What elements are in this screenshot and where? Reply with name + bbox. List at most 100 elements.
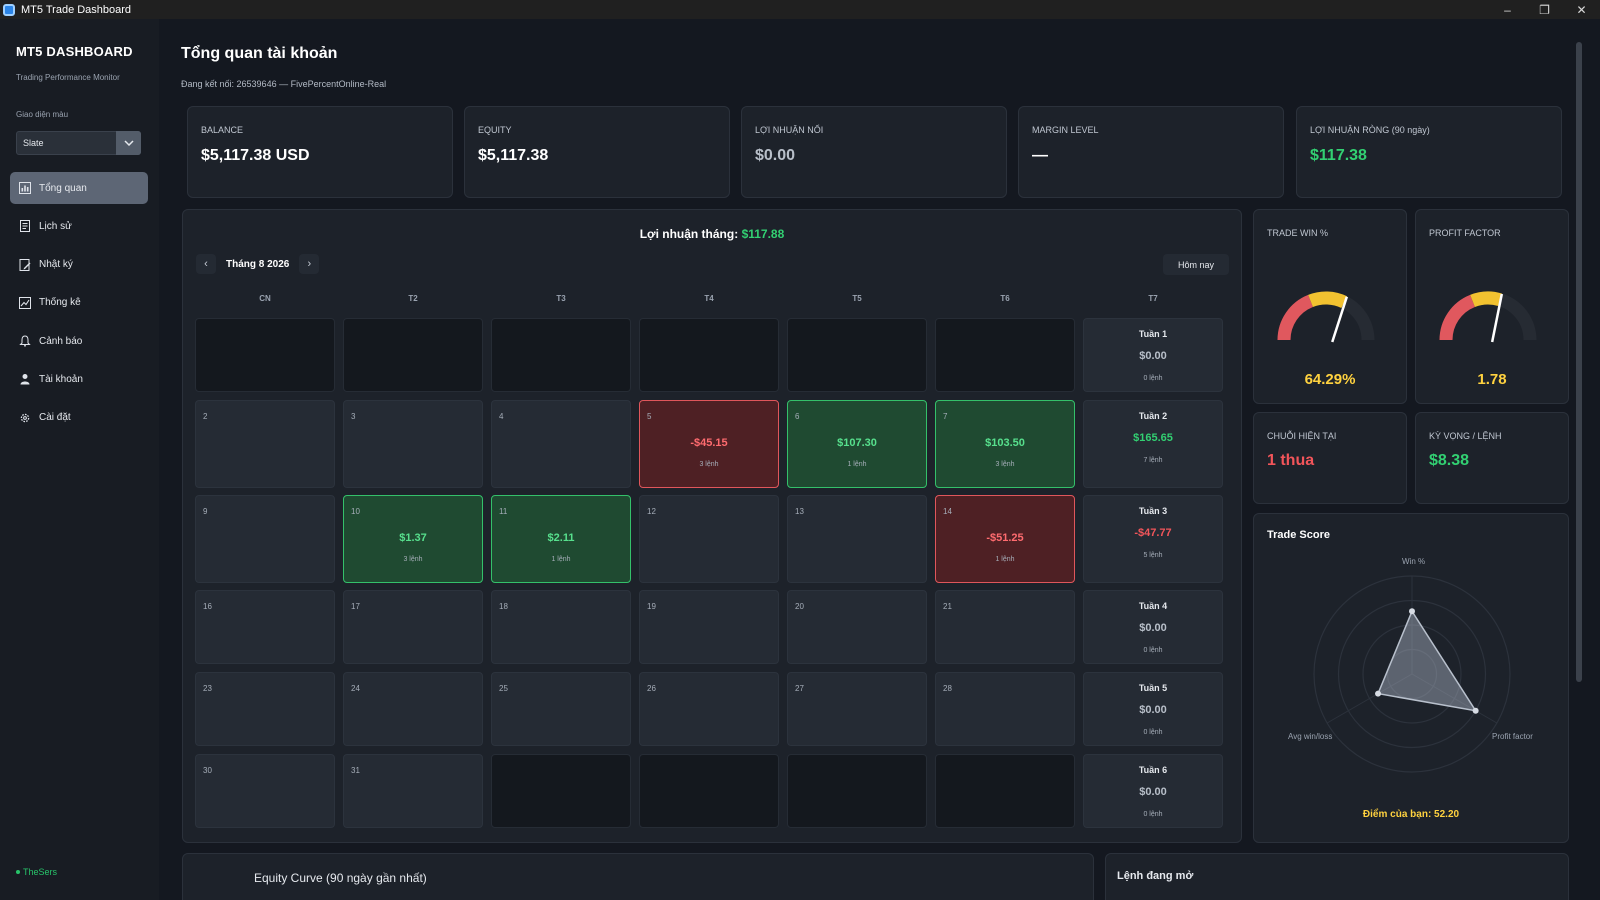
calendar-day-cell[interactable]: 17 bbox=[343, 590, 483, 664]
calendar-month-profit: $117.88 bbox=[741, 227, 785, 241]
sidebar-item-account[interactable]: Tài khoản bbox=[10, 363, 148, 395]
sidebar-nav: Tổng quan Lịch sử Nhật ký Thống kê Cảnh … bbox=[10, 172, 148, 440]
kpi-balance: BALANCE $5,117.38 USD bbox=[187, 106, 453, 198]
week-summary-cell[interactable]: Tuần 5 $0.00 0 lệnh bbox=[1083, 672, 1223, 746]
day-number: 2 bbox=[203, 412, 208, 421]
gauge-fill-high bbox=[1470, 291, 1502, 308]
minimize-button[interactable]: – bbox=[1504, 2, 1511, 17]
calendar-day-cell[interactable]: 6 $107.30 1 lệnh bbox=[787, 400, 927, 488]
connection-status: Đang kết nối: 26539646 — FivePercentOnli… bbox=[181, 79, 387, 89]
calendar-day-cell[interactable]: 16 bbox=[195, 590, 335, 664]
calendar-day-cell[interactable]: 19 bbox=[639, 590, 779, 664]
day-profit: -$51.25 bbox=[986, 532, 1024, 544]
sidebar-item-history[interactable]: Lịch sử bbox=[10, 210, 148, 242]
kpi-value: $117.38 bbox=[1310, 147, 1367, 164]
week-label: Tuần 1 bbox=[1138, 329, 1168, 339]
calendar-day-cell[interactable]: 27 bbox=[787, 672, 927, 746]
sidebar-item-settings[interactable]: Cài đặt bbox=[10, 402, 148, 434]
status-dot bbox=[16, 870, 20, 874]
calendar-day-cell[interactable]: 26 bbox=[639, 672, 779, 746]
calendar-day-cell[interactable]: 31 bbox=[343, 754, 483, 828]
sidebar-item-journal[interactable]: Nhật ký bbox=[10, 249, 148, 281]
week-summary-cell[interactable]: Tuần 4 $0.00 0 lệnh bbox=[1083, 590, 1223, 664]
calendar-day-cell[interactable]: 7 $103.50 3 lệnh bbox=[935, 400, 1075, 488]
chevron-down-icon[interactable] bbox=[116, 131, 141, 155]
day-trade-count: 1 lệnh bbox=[551, 556, 571, 563]
week-summary-cell[interactable]: Tuần 1 $0.00 0 lệnh bbox=[1083, 318, 1223, 392]
day-number: 27 bbox=[795, 684, 804, 693]
streak-value: 1 thua bbox=[1267, 452, 1315, 469]
calendar-day-cell[interactable]: 20 bbox=[787, 590, 927, 664]
calendar-day-cell[interactable]: 14 -$51.25 1 lệnh bbox=[935, 495, 1075, 583]
calendar-day-cell[interactable]: 25 bbox=[491, 672, 631, 746]
calendar-day-cell[interactable]: 10 $1.37 3 lệnh bbox=[343, 495, 483, 583]
calendar-day-cell[interactable]: 18 bbox=[491, 590, 631, 664]
win-rate-gauge bbox=[1277, 291, 1375, 343]
profit-factor-value: 1.78 bbox=[1477, 371, 1507, 388]
day-profit: -$45.15 bbox=[690, 437, 728, 449]
week-trade-count: 5 lệnh bbox=[1143, 552, 1163, 559]
profit-factor-gauge bbox=[1439, 291, 1537, 343]
day-trade-count: 3 lệnh bbox=[699, 461, 719, 468]
calendar-day-cell[interactable]: 12 bbox=[639, 495, 779, 583]
day-profit: $103.50 bbox=[985, 437, 1025, 449]
weekday-header: T4 bbox=[704, 294, 714, 303]
calendar-day-cell[interactable]: 21 bbox=[935, 590, 1075, 664]
day-number: 30 bbox=[203, 766, 212, 775]
calendar-empty-cell bbox=[343, 318, 483, 392]
sidebar-item-alerts[interactable]: Cảnh báo bbox=[10, 325, 148, 357]
calendar-day-cell[interactable]: 5 -$45.15 3 lệnh bbox=[639, 400, 779, 488]
sidebar-item-overview[interactable]: Tổng quan bbox=[10, 172, 148, 204]
calendar-day-cell[interactable]: 3 bbox=[343, 400, 483, 488]
day-number: 12 bbox=[647, 507, 656, 516]
stat-label: KỲ VỌNG / LỆNH bbox=[1429, 431, 1502, 441]
radar-axis-label: Win % bbox=[1402, 557, 1426, 566]
kpi-net-profit: LỢI NHUẬN RÒNG (90 ngày) $117.38 bbox=[1296, 106, 1562, 198]
prev-month-button[interactable]: ‹ bbox=[196, 254, 216, 274]
scrollbar[interactable] bbox=[1576, 42, 1582, 682]
week-profit: -$47.77 bbox=[1134, 527, 1172, 539]
sidebar: MT5 DASHBOARD Trading Performance Monito… bbox=[0, 19, 159, 900]
today-button[interactable]: Hôm nay bbox=[1163, 254, 1229, 275]
calendar-day-cell[interactable]: 30 bbox=[195, 754, 335, 828]
week-label: Tuần 5 bbox=[1138, 683, 1168, 693]
radar-axis bbox=[1326, 673, 1413, 724]
day-number: 17 bbox=[351, 602, 360, 611]
week-summary-cell[interactable]: Tuần 6 $0.00 0 lệnh bbox=[1083, 754, 1223, 828]
week-profit: $0.00 bbox=[1139, 786, 1167, 798]
week-summary-cell[interactable]: Tuần 3 -$47.77 5 lệnh bbox=[1083, 495, 1223, 583]
gauge-fill-low bbox=[1439, 294, 1476, 341]
calendar-day-cell[interactable]: 23 bbox=[195, 672, 335, 746]
sidebar-item-label: Tài khoản bbox=[39, 373, 83, 385]
week-trade-count: 7 lệnh bbox=[1143, 457, 1163, 464]
gauge-fill-high bbox=[1308, 291, 1348, 309]
stat-label: TRADE WIN % bbox=[1267, 228, 1329, 238]
calendar-day-cell[interactable]: 11 $2.11 1 lệnh bbox=[491, 495, 631, 583]
day-trade-count: 1 lệnh bbox=[847, 461, 867, 468]
brand-title: MT5 DASHBOARD bbox=[16, 44, 133, 59]
page-title: Tổng quan tài khoản bbox=[181, 45, 338, 62]
day-number: 9 bbox=[203, 507, 208, 516]
sidebar-item-label: Nhật ký bbox=[39, 259, 73, 271]
calendar-day-cell[interactable]: 28 bbox=[935, 672, 1075, 746]
calendar-empty-cell bbox=[935, 754, 1075, 828]
next-month-button[interactable]: › bbox=[299, 254, 320, 274]
day-number: 24 bbox=[351, 684, 360, 693]
calendar-day-cell[interactable]: 13 bbox=[787, 495, 927, 583]
weekday-header: CN bbox=[259, 294, 271, 303]
sidebar-item-statistics[interactable]: Thống kê bbox=[10, 287, 148, 319]
close-button[interactable]: ✕ bbox=[1576, 2, 1587, 17]
day-trade-count: 1 lệnh bbox=[995, 556, 1015, 563]
calendar-day-cell[interactable]: 24 bbox=[343, 672, 483, 746]
theme-select[interactable]: Slate bbox=[16, 131, 141, 155]
calendar-day-cell[interactable]: 4 bbox=[491, 400, 631, 488]
statistics-icon bbox=[19, 296, 31, 309]
calendar-empty-cell bbox=[491, 318, 631, 392]
calendar-day-cell[interactable]: 9 bbox=[195, 495, 335, 583]
maximize-button[interactable]: ❐ bbox=[1539, 2, 1550, 17]
week-profit: $0.00 bbox=[1139, 704, 1167, 716]
week-summary-cell[interactable]: Tuần 2 $165.65 7 lệnh bbox=[1083, 400, 1223, 488]
day-number: 4 bbox=[499, 412, 504, 421]
week-label: Tuần 6 bbox=[1138, 765, 1168, 775]
calendar-day-cell[interactable]: 2 bbox=[195, 400, 335, 488]
